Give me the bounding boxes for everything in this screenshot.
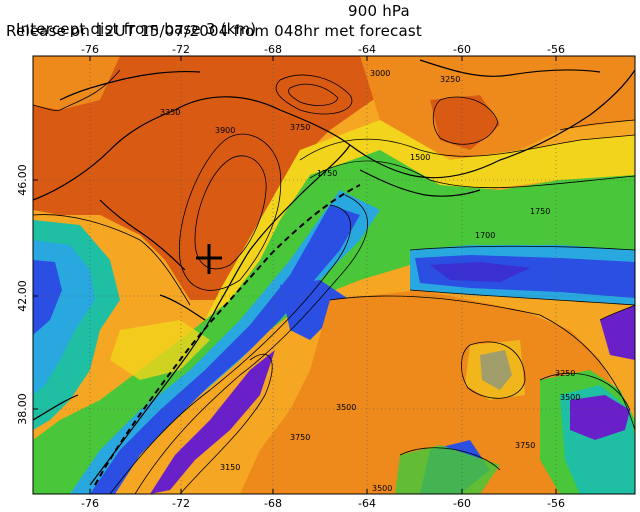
- region-orange-ne: [360, 56, 635, 160]
- contour-line: [409, 289, 635, 306]
- tick-label-top: -56: [547, 43, 565, 56]
- left-tick-labels: 46.00 42.00 38.00: [16, 164, 29, 425]
- region-dark-orange-ne: [430, 95, 500, 150]
- coastlines: [33, 59, 635, 486]
- contour-label: 3150: [220, 463, 240, 472]
- region-darkblue-band-east: [430, 262, 530, 282]
- region-orange-south: [240, 290, 635, 494]
- region-purple-se: [570, 395, 630, 440]
- contour-label: 3250: [555, 369, 575, 378]
- contour-label: 1750: [317, 169, 337, 178]
- contour-line: [179, 353, 273, 494]
- coastline: [359, 169, 481, 197]
- tick-label-top: -68: [264, 43, 282, 56]
- contour-label: 3350: [160, 108, 180, 117]
- region-blue-west: [33, 260, 62, 335]
- contour-line: [399, 447, 501, 471]
- contour-line: [559, 119, 635, 131]
- bottom-tick-labels: -76 -72 -68 -64 -60 -56: [81, 497, 565, 510]
- region-blue-channel: [90, 205, 360, 494]
- grid-lines: [33, 56, 635, 494]
- region-dark-orange-nw: [33, 56, 380, 300]
- region-green-band: [33, 150, 635, 494]
- contour-line: [432, 96, 499, 145]
- contour-line: [299, 134, 635, 161]
- tick-label-bottom: -64: [358, 497, 376, 510]
- contour-label: 3750: [515, 441, 535, 450]
- plot-frame: [32, 55, 636, 495]
- contour-line: [329, 295, 635, 431]
- contour-lines: [33, 69, 635, 494]
- top-tick-labels: -76 -72 -68 -64 -60 -56: [81, 43, 565, 56]
- tick-label-top: -64: [358, 43, 376, 56]
- base-cross-marker: [196, 244, 222, 274]
- contour-line: [33, 104, 61, 111]
- contour-label: 1700: [475, 231, 495, 240]
- coastline: [59, 70, 201, 101]
- contour-line: [309, 160, 635, 189]
- contour-line: [109, 204, 352, 494]
- contour-label: 1500: [410, 153, 430, 162]
- tick-label-bottom: -72: [172, 497, 190, 510]
- contour-line: [59, 69, 121, 111]
- coastline: [89, 144, 351, 486]
- contour-line: [288, 83, 339, 106]
- tick-label-left: 42.00: [16, 280, 29, 312]
- contour-line: [409, 245, 635, 251]
- contour-line: [275, 74, 353, 115]
- contour-label: 3500: [336, 403, 356, 412]
- pressure-level: 900 hPa: [348, 2, 410, 20]
- contour-labels: 3000 3250 3750 3900 1750 1500 1750 1700 …: [160, 69, 580, 493]
- coastline: [33, 394, 79, 421]
- region-purple-east-edge: [600, 305, 635, 360]
- region-yellow-pocket: [465, 340, 525, 400]
- axis-ticks: [33, 56, 557, 494]
- tick-label-bottom: -76: [81, 497, 99, 510]
- trajectory-line: [94, 184, 361, 486]
- tick-label-bottom: -60: [453, 497, 471, 510]
- region-yellow-sw: [110, 320, 210, 380]
- contour-line: [178, 133, 282, 291]
- title-text: Intercept dist from base 3 (km): [15, 20, 257, 38]
- contour-label: 1750: [530, 207, 550, 216]
- region-purple-channel: [150, 350, 275, 494]
- region-green-south: [395, 445, 500, 494]
- coastline: [419, 59, 601, 77]
- tick-label-left: 38.00: [16, 393, 29, 425]
- contour-line: [461, 341, 526, 399]
- coastline: [99, 199, 186, 271]
- contour-label: 3000: [370, 69, 390, 78]
- map-subtitle: Release on 12UT 15/07/2004 from 048hr me…: [6, 22, 422, 40]
- region-orange-ne-2: [33, 56, 120, 110]
- contour-line: [194, 155, 267, 270]
- contour-label: 3500: [372, 484, 392, 493]
- tick-label-top: -76: [81, 43, 99, 56]
- map-title: Intercept dist from base 3 (km) 900 hPa: [6, 2, 410, 56]
- tick-label-left: 46.00: [16, 164, 29, 196]
- contour-label: 3500: [560, 393, 580, 402]
- coastline: [159, 294, 206, 321]
- region-blue-inlet: [280, 280, 350, 340]
- contour-line: [539, 372, 631, 411]
- filled-contours: [33, 56, 635, 494]
- contour-label: 3900: [215, 126, 235, 135]
- contour-line: [599, 304, 635, 321]
- contour-line: [33, 214, 191, 306]
- tick-label-top: -72: [172, 43, 190, 56]
- region-yellow-band: [200, 120, 635, 330]
- contour-label: 3250: [440, 75, 460, 84]
- tick-label-bottom: -68: [264, 497, 282, 510]
- contour-label: 3750: [290, 123, 310, 132]
- tick-label-bottom: -56: [547, 497, 565, 510]
- tick-label-top: -60: [453, 43, 471, 56]
- contour-label: 3750: [290, 433, 310, 442]
